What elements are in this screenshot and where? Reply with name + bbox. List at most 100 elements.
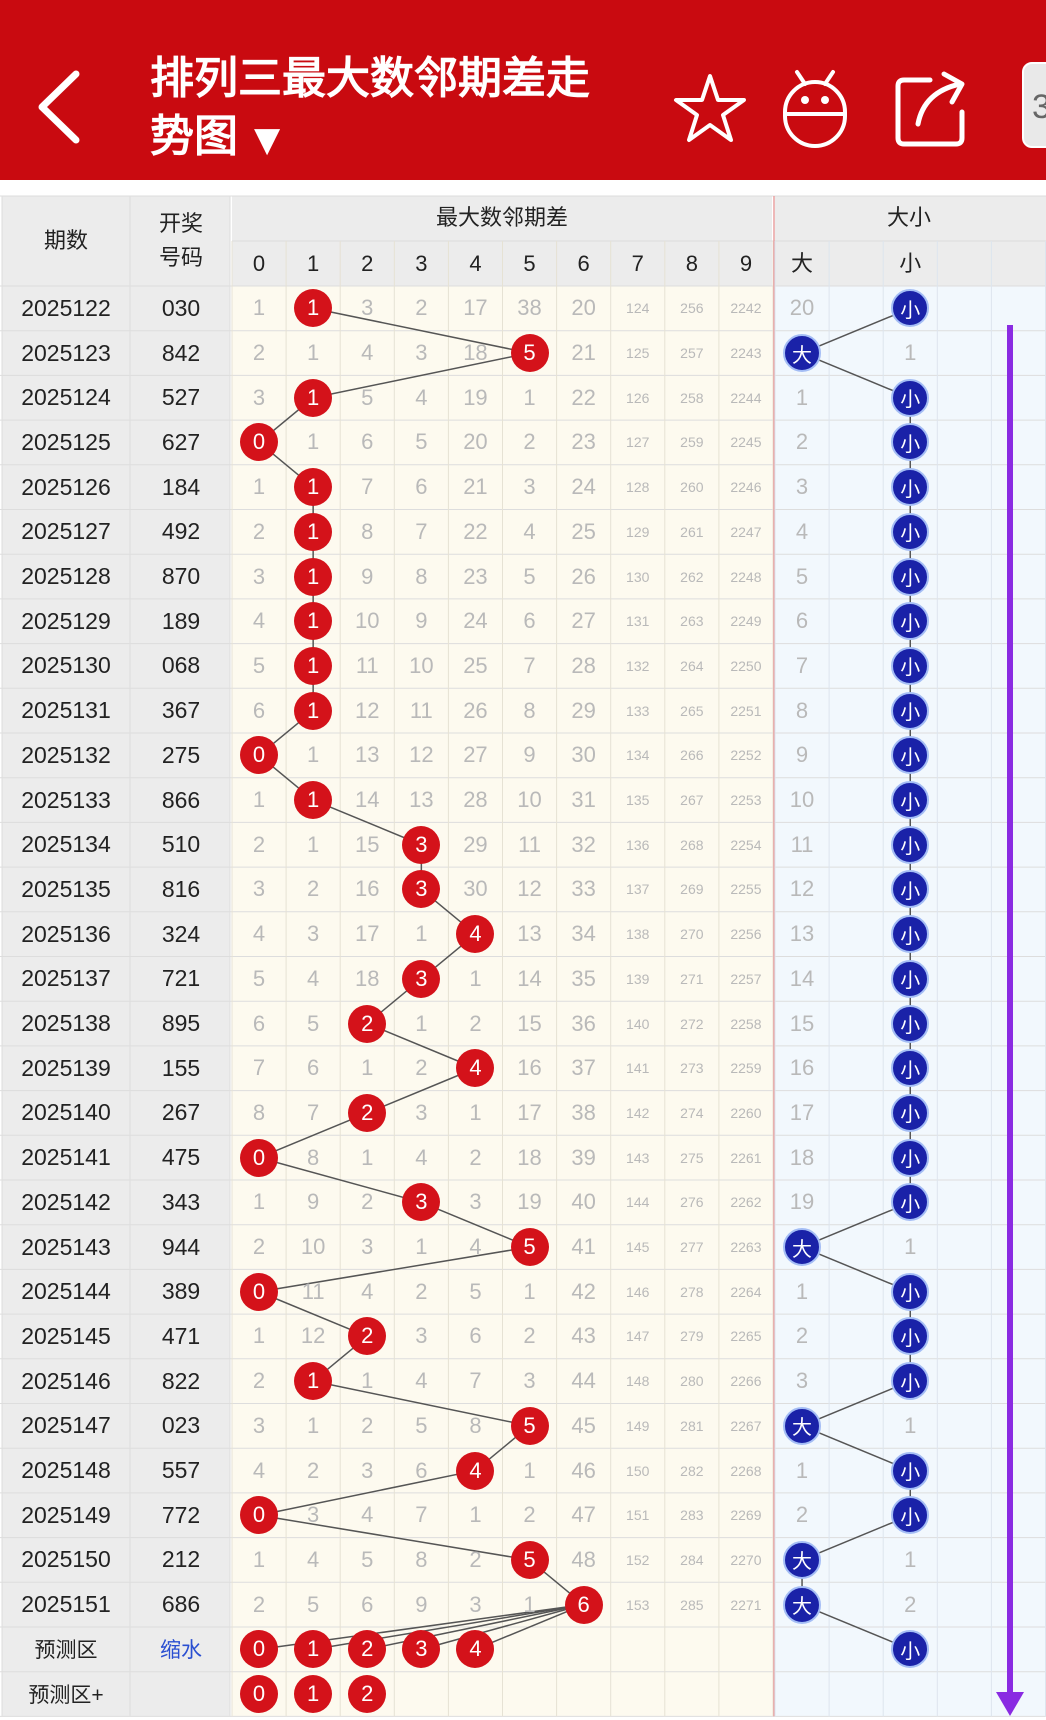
hit-ball[interactable]: 5 (510, 1228, 549, 1267)
hit-ball[interactable]: 2 (348, 1004, 387, 1043)
hit-ball[interactable]: 5 (510, 1540, 549, 1579)
hit-ball[interactable]: 3 (402, 1183, 441, 1222)
miss-cell: 35 (571, 965, 596, 991)
miss-cell: 129 (626, 523, 650, 540)
size-ball-small[interactable]: 小 (891, 825, 930, 864)
miss-cell: 39 (571, 1144, 596, 1170)
predict-plus-ball[interactable]: 2 (348, 1675, 387, 1714)
hit-ball[interactable]: 3 (402, 959, 441, 998)
size-ball-small[interactable]: 小 (891, 423, 930, 462)
size-ball-big[interactable]: 大 (783, 1228, 822, 1267)
page-title[interactable]: 排列三最大数邻期差走 势图 ▼ (150, 50, 590, 169)
hit-ball[interactable]: 6 (564, 1585, 603, 1624)
size-ball-small[interactable]: 小 (891, 1183, 930, 1222)
shrink-link[interactable]: 缩水 (160, 1639, 202, 1663)
hit-ball[interactable]: 1 (294, 289, 333, 328)
hit-ball[interactable]: 5 (510, 1406, 549, 1445)
miss-cell: 9 (415, 1591, 428, 1617)
size-ball-small[interactable]: 小 (891, 736, 930, 775)
predict-ball[interactable]: 1 (294, 1630, 333, 1669)
size-ball-small[interactable]: 小 (891, 646, 930, 685)
draw-number-cell: 721 (161, 965, 201, 992)
miss-cell: 2245 (730, 434, 762, 451)
size-ball-small[interactable]: 小 (891, 289, 930, 328)
hit-ball[interactable]: 3 (402, 870, 441, 909)
miss-cell: 2259 (730, 1060, 762, 1077)
hit-ball[interactable]: 1 (294, 468, 333, 507)
miss-cell: 12 (300, 1323, 326, 1349)
hit-ball[interactable]: 2 (348, 1317, 387, 1356)
predict-ball[interactable]: 2 (348, 1630, 387, 1669)
size-ball-small[interactable]: 小 (891, 1362, 930, 1401)
miss-cell: 8 (415, 1546, 428, 1572)
star-icon[interactable] (670, 62, 750, 152)
chevron-down-icon[interactable]: ▼ (254, 120, 281, 160)
side-chip[interactable]: 3 (1022, 62, 1046, 148)
hit-ball[interactable]: 3 (402, 825, 441, 864)
size-ball-small[interactable]: 小 (891, 1093, 930, 1132)
predict-plus-ball[interactable]: 0 (240, 1675, 279, 1714)
miss-cell: 261 (680, 523, 704, 540)
predict-ball[interactable]: 0 (240, 1630, 279, 1669)
miss-cell: 279 (680, 1328, 704, 1345)
miss-cell: 26 (463, 697, 488, 723)
size-ball-small[interactable]: 小 (891, 691, 930, 730)
hit-ball[interactable]: 0 (240, 1496, 279, 1535)
hit-ball[interactable]: 1 (294, 646, 333, 685)
hit-ball[interactable]: 0 (240, 1138, 279, 1177)
miss-cell: 1 (252, 474, 266, 500)
size-ball-small[interactable]: 小 (891, 1451, 930, 1490)
size-ball-small[interactable]: 小 (891, 468, 930, 507)
size-ball-small[interactable]: 小 (891, 870, 930, 909)
miss-cell: 2271 (730, 1596, 762, 1613)
hit-ball[interactable]: 0 (240, 1272, 279, 1311)
hit-ball[interactable]: 1 (294, 602, 333, 641)
back-icon[interactable] (28, 62, 88, 152)
size-ball-big[interactable]: 大 (783, 1585, 822, 1624)
hit-ball[interactable]: 2 (348, 1093, 387, 1132)
size-ball-small[interactable]: 小 (891, 602, 930, 641)
predict-plus-ball[interactable]: 1 (294, 1675, 333, 1714)
size-ball-small[interactable]: 小 (891, 781, 930, 820)
robot-icon[interactable] (775, 62, 855, 152)
size-ball-small[interactable]: 小 (891, 1049, 930, 1088)
size-ball-big[interactable]: 大 (783, 1406, 822, 1445)
size-ball-small[interactable]: 小 (891, 1317, 930, 1356)
trend-line (312, 307, 530, 354)
hit-ball[interactable]: 1 (294, 691, 333, 730)
hit-ball[interactable]: 5 (510, 334, 549, 373)
predict-ball[interactable]: 3 (402, 1630, 441, 1669)
hit-ball[interactable]: 1 (294, 781, 333, 820)
hit-ball[interactable]: 4 (456, 915, 495, 954)
hit-ball[interactable]: 4 (456, 1049, 495, 1088)
hit-ball[interactable]: 4 (456, 1451, 495, 1490)
miss-cell: 271 (680, 970, 704, 987)
hit-ball[interactable]: 1 (294, 512, 333, 551)
hit-ball[interactable]: 1 (294, 378, 333, 417)
hit-ball[interactable]: 0 (240, 736, 279, 775)
size-ball-small[interactable]: 小 (891, 378, 930, 417)
hit-ball[interactable]: 0 (240, 423, 279, 462)
share-icon[interactable] (890, 62, 970, 152)
size-ball-big[interactable]: 大 (783, 1540, 822, 1579)
miss-cell: 8 (523, 697, 536, 723)
size-ball-small[interactable]: 小 (891, 959, 930, 998)
size-ball-small[interactable]: 小 (891, 1004, 930, 1043)
size-ball-small[interactable]: 小 (891, 557, 930, 596)
size-ball-small[interactable]: 小 (891, 915, 930, 954)
size-ball-big[interactable]: 大 (783, 334, 822, 373)
hit-ball[interactable]: 1 (294, 1362, 333, 1401)
miss-cell: 13 (517, 921, 542, 947)
size-ball-small[interactable]: 小 (891, 1496, 930, 1535)
predict-ball[interactable]: 4 (456, 1630, 495, 1669)
miss-cell: 37 (571, 1055, 596, 1081)
size-ball-small[interactable]: 小 (891, 1138, 930, 1177)
miss-cell: 283 (680, 1507, 704, 1524)
size-ball-small[interactable]: 小 (891, 1272, 930, 1311)
miss-cell: 3 (523, 1368, 536, 1394)
miss-cell: 2246 (730, 479, 762, 496)
predict-size-ball[interactable]: 小 (891, 1630, 930, 1669)
hit-ball[interactable]: 1 (294, 557, 333, 596)
miss-cell: 2256 (730, 926, 762, 943)
size-ball-small[interactable]: 小 (891, 512, 930, 551)
